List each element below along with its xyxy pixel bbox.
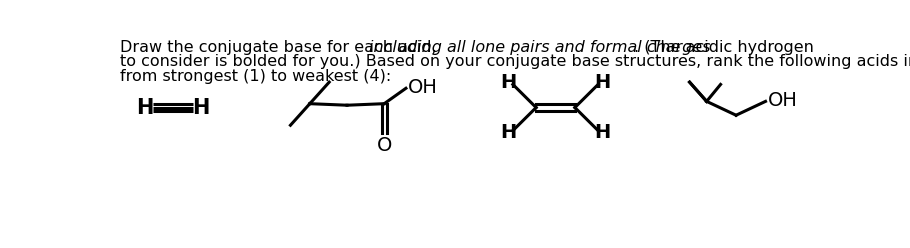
Text: H: H (594, 123, 611, 142)
Text: H: H (192, 97, 209, 118)
Text: Draw the conjugate base for each acid,: Draw the conjugate base for each acid, (120, 40, 441, 55)
Text: from strongest (1) to weakest (4):: from strongest (1) to weakest (4): (120, 69, 391, 84)
Text: H: H (136, 97, 154, 118)
Text: including all lone pairs and formal charges: including all lone pairs and formal char… (369, 40, 711, 55)
Text: to consider is bolded for you.) Based on your conjugate base structures, rank th: to consider is bolded for you.) Based on… (120, 54, 910, 69)
Text: O: O (377, 136, 392, 155)
Text: H: H (501, 123, 516, 142)
Text: H: H (501, 73, 516, 93)
Text: OH: OH (768, 91, 798, 110)
Text: H: H (594, 73, 611, 93)
Text: OH: OH (408, 78, 438, 97)
Text: . (The acidic hydrogen: . (The acidic hydrogen (634, 40, 814, 55)
